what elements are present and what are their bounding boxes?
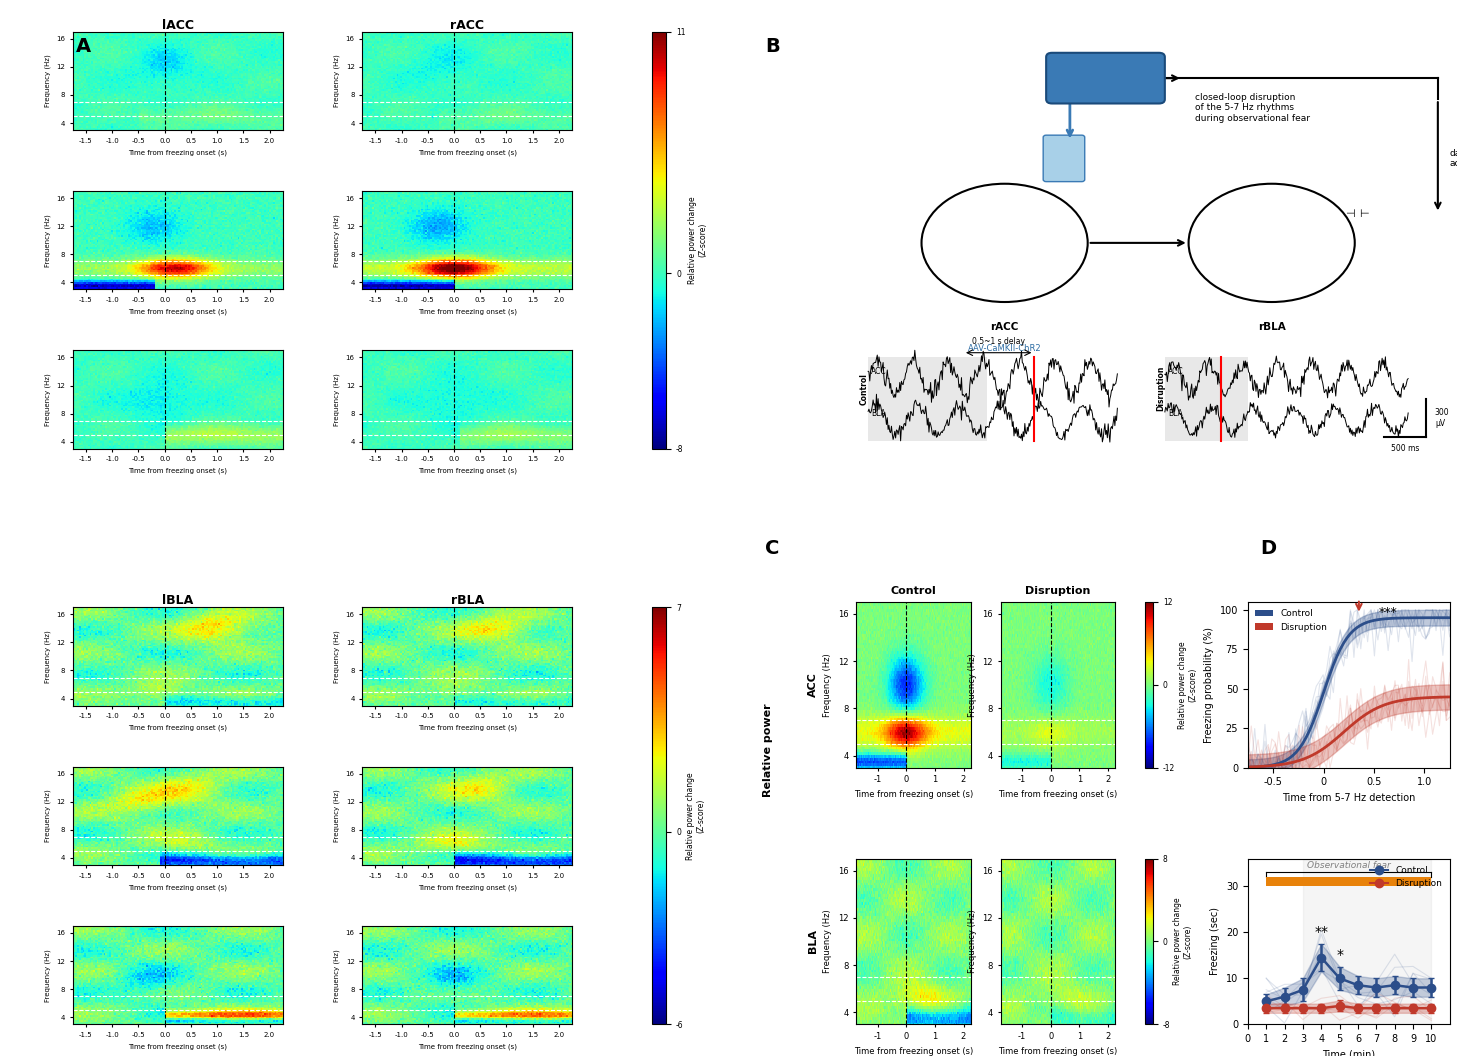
X-axis label: Time from freezing onset (s): Time from freezing onset (s) <box>418 149 517 155</box>
X-axis label: Time from 5-7 Hz detection: Time from 5-7 Hz detection <box>1282 793 1415 803</box>
Y-axis label: Frequency (Hz): Frequency (Hz) <box>334 790 339 842</box>
X-axis label: Time from freezing onset (s): Time from freezing onset (s) <box>128 884 227 890</box>
Y-axis label: Frequency (Hz): Frequency (Hz) <box>334 948 339 1001</box>
Y-axis label: Frequency (Hz): Frequency (Hz) <box>967 653 976 717</box>
Text: A: A <box>76 37 90 56</box>
Y-axis label: Freezing (sec): Freezing (sec) <box>1211 907 1220 976</box>
Title: Control: Control <box>890 586 937 596</box>
FancyBboxPatch shape <box>868 357 986 441</box>
X-axis label: Time from freezing onset (s): Time from freezing onset (s) <box>128 308 227 315</box>
X-axis label: Time from freezing onset (s): Time from freezing onset (s) <box>854 1046 973 1056</box>
Text: 300
μV: 300 μV <box>1435 409 1450 428</box>
Text: BLA: BLA <box>809 929 819 954</box>
Y-axis label: Freezing probability (%): Freezing probability (%) <box>1203 627 1214 742</box>
Text: Control: Control <box>860 373 868 404</box>
Text: **: ** <box>1314 925 1329 939</box>
Text: AAV-CaMKII-ChR2: AAV-CaMKII-ChR2 <box>967 344 1042 353</box>
X-axis label: Time from freezing onset (s): Time from freezing onset (s) <box>998 790 1118 798</box>
FancyBboxPatch shape <box>1164 357 1249 441</box>
X-axis label: Time from freezing onset (s): Time from freezing onset (s) <box>998 1046 1118 1056</box>
X-axis label: Time from freezing onset (s): Time from freezing onset (s) <box>854 790 973 798</box>
Text: Observational fear: Observational fear <box>1307 862 1390 870</box>
Y-axis label: Frequency (Hz): Frequency (Hz) <box>44 373 51 426</box>
Title: lACC: lACC <box>162 19 194 32</box>
Bar <box>1303 859 1431 1024</box>
Y-axis label: Frequency (Hz): Frequency (Hz) <box>44 55 51 108</box>
Title: rBLA: rBLA <box>450 595 484 607</box>
Y-axis label: Relative power change
(Z-score): Relative power change (Z-score) <box>686 772 705 860</box>
X-axis label: Time from freezing onset (s): Time from freezing onset (s) <box>418 724 517 732</box>
Y-axis label: Frequency (Hz): Frequency (Hz) <box>44 214 51 266</box>
X-axis label: Time from freezing onset (s): Time from freezing onset (s) <box>128 724 227 732</box>
FancyBboxPatch shape <box>1043 135 1084 182</box>
Y-axis label: Frequency (Hz): Frequency (Hz) <box>334 630 339 683</box>
Text: Closed-loop: Closed-loop <box>1319 878 1378 886</box>
Title: rACC: rACC <box>450 19 484 32</box>
X-axis label: Time from freezing onset (s): Time from freezing onset (s) <box>418 308 517 315</box>
Text: BLA: BLA <box>871 409 886 418</box>
Text: rACC: rACC <box>991 322 1018 333</box>
Y-axis label: Frequency (Hz): Frequency (Hz) <box>44 630 51 683</box>
FancyBboxPatch shape <box>1046 53 1164 103</box>
Y-axis label: Frequency (Hz): Frequency (Hz) <box>334 214 339 266</box>
Text: 0.5~1 s delay: 0.5~1 s delay <box>972 337 1026 346</box>
Text: data
acquisition: data acquisition <box>1450 149 1457 168</box>
FancyBboxPatch shape <box>1266 878 1431 886</box>
Text: ***: *** <box>1380 606 1397 620</box>
Text: Relative power: Relative power <box>763 703 772 796</box>
Y-axis label: Relative power change
(Z-score): Relative power change (Z-score) <box>1177 641 1198 729</box>
Title: lBLA: lBLA <box>162 595 194 607</box>
X-axis label: Time from freezing onset (s): Time from freezing onset (s) <box>128 468 227 474</box>
Title: Disruption: Disruption <box>1026 586 1090 596</box>
X-axis label: Time from freezing onset (s): Time from freezing onset (s) <box>418 468 517 474</box>
Y-axis label: Frequency (Hz): Frequency (Hz) <box>334 373 339 426</box>
Text: BLA: BLA <box>1169 409 1183 418</box>
Text: ACC: ACC <box>871 366 887 376</box>
Text: *: * <box>1336 948 1343 962</box>
Y-axis label: Frequency (Hz): Frequency (Hz) <box>334 55 339 108</box>
X-axis label: Time from freezing onset (s): Time from freezing onset (s) <box>418 1043 517 1050</box>
Y-axis label: Frequency (Hz): Frequency (Hz) <box>967 909 976 974</box>
Y-axis label: Frequency (Hz): Frequency (Hz) <box>44 948 51 1001</box>
X-axis label: Time from freezing onset (s): Time from freezing onset (s) <box>418 884 517 890</box>
X-axis label: Time from freezing onset (s): Time from freezing onset (s) <box>128 149 227 155</box>
Text: C: C <box>765 539 779 558</box>
Text: $\dashv\vdash$: $\dashv\vdash$ <box>1343 207 1370 220</box>
Text: closed-loop disruption
of the 5-7 Hz rhythms
during observational fear: closed-loop disruption of the 5-7 Hz rhy… <box>1195 93 1310 122</box>
Y-axis label: Relative power change
(Z-score): Relative power change (Z-score) <box>688 196 708 284</box>
Text: rBLA: rBLA <box>1257 322 1285 333</box>
X-axis label: Time (min): Time (min) <box>1321 1050 1375 1056</box>
Y-axis label: Frequency (Hz): Frequency (Hz) <box>44 790 51 842</box>
Text: 500 ms: 500 ms <box>1391 444 1419 453</box>
Text: B: B <box>765 37 779 56</box>
Text: Disruption: Disruption <box>1155 366 1166 411</box>
Legend: Control, Disruption: Control, Disruption <box>1253 606 1330 635</box>
Text: D: D <box>1260 539 1276 558</box>
Text: ACC: ACC <box>1169 366 1183 376</box>
Text: ACC: ACC <box>809 673 819 697</box>
Y-axis label: Frequency (Hz): Frequency (Hz) <box>823 909 832 974</box>
Y-axis label: Relative power change
(Z-score): Relative power change (Z-score) <box>1173 898 1192 985</box>
X-axis label: Time from freezing onset (s): Time from freezing onset (s) <box>128 1043 227 1050</box>
Legend: Control, Disruption: Control, Disruption <box>1368 863 1445 891</box>
Y-axis label: Frequency (Hz): Frequency (Hz) <box>823 653 832 717</box>
